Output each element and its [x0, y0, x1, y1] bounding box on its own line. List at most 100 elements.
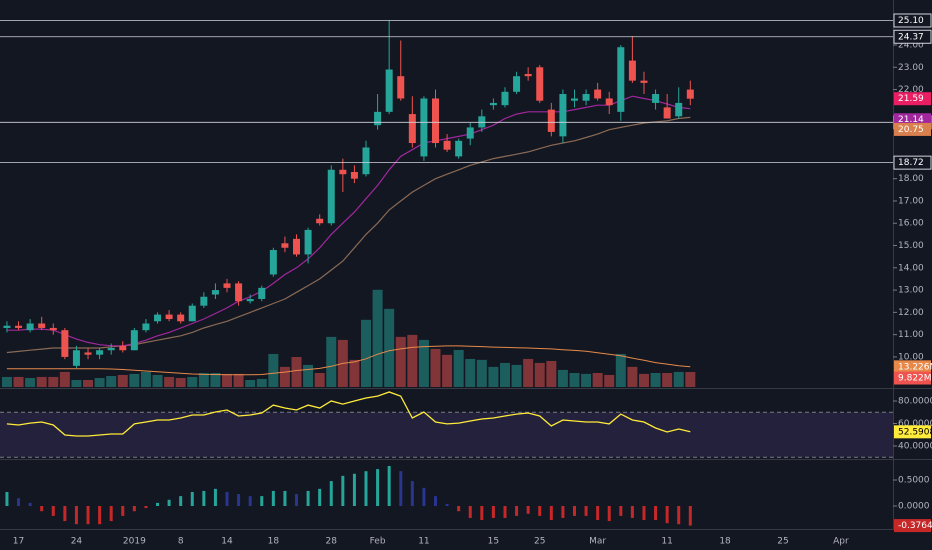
candle-body [258, 287, 266, 299]
hist-bar [51, 506, 55, 516]
hist-bar [642, 506, 646, 521]
hist-bar [387, 465, 391, 507]
y-tick-label: 23.00 [898, 63, 924, 73]
candle-body [316, 218, 324, 224]
volume-bar [627, 366, 638, 387]
slow-ma-label: 20.75 [898, 125, 924, 135]
hist-bar [596, 506, 600, 521]
candle-body [559, 94, 567, 137]
hist-bar [179, 496, 183, 507]
candle-body [61, 330, 69, 357]
y-tick-label: 13.00 [898, 286, 924, 296]
x-tick-label: 18 [719, 537, 731, 547]
candle-body [617, 47, 625, 112]
candle-body [663, 107, 671, 119]
volume-bar [615, 353, 626, 387]
volume-bar [604, 374, 615, 387]
candle-body [455, 140, 463, 157]
candle-body [165, 314, 173, 320]
candle-body [327, 169, 335, 224]
rsi-line [6, 391, 691, 437]
level-label-bg [893, 155, 932, 170]
candle-body [640, 80, 648, 83]
hist-bar [503, 506, 507, 518]
volume-bar [117, 374, 128, 387]
y-tick-label: 15.00 [898, 241, 924, 251]
volume-bar [534, 362, 545, 387]
hist-bar [654, 506, 658, 521]
candle-body [570, 98, 578, 101]
candle-body [420, 98, 428, 157]
candle-body [397, 76, 405, 99]
candle-body [200, 296, 208, 306]
hist-bar [480, 506, 484, 521]
candle-body [350, 172, 358, 179]
rsi-tick-label: 80.0000 [898, 397, 932, 407]
hist-bar [318, 488, 322, 507]
hist-bar [63, 506, 67, 522]
level-label: 24.37 [898, 32, 924, 42]
volume-ma-label: 13.226M [898, 362, 932, 372]
hist-bar [515, 506, 519, 516]
y-tick-label: 18.00 [898, 174, 924, 184]
volume-bar [140, 371, 151, 387]
candle-body [385, 69, 393, 112]
hist-bar [352, 473, 356, 507]
candle-body [686, 89, 694, 99]
y-tick-label: 12.00 [898, 308, 924, 318]
x-tick-label: 24 [71, 537, 83, 547]
hist-bar [538, 506, 542, 516]
hist-bar [190, 491, 194, 507]
hist-bar [306, 490, 310, 507]
volume-bar [685, 372, 696, 387]
candle-body [339, 169, 347, 175]
hist-label-bg [894, 519, 931, 533]
hist-bar [237, 494, 241, 507]
candle-body [142, 323, 150, 331]
volume-bar [13, 376, 24, 387]
rsi-label-bg [894, 425, 931, 439]
volume-bar [557, 369, 568, 387]
volume-bar [164, 376, 175, 387]
y-tick-label: 14.00 [898, 263, 924, 273]
rsi-band [0, 412, 893, 458]
hist-bar [364, 471, 368, 507]
volume-bar [569, 372, 580, 387]
candle-body [15, 325, 23, 328]
volume-bar [256, 378, 267, 387]
candle-body [246, 298, 254, 302]
candle-body [547, 109, 555, 132]
x-tick-label: 14 [221, 537, 233, 547]
hist-bar [17, 498, 21, 507]
candle-body [466, 127, 474, 139]
volume-label-bg [894, 371, 931, 385]
candle-body [177, 314, 185, 322]
hist-bar [74, 506, 78, 525]
hist-bar [271, 490, 275, 507]
candle-body [594, 89, 602, 99]
candle-body [652, 94, 660, 103]
hist-bar [202, 490, 206, 507]
hist-bar [526, 506, 530, 514]
hist-bar [677, 506, 681, 525]
level-label: 18.72 [898, 158, 924, 168]
hist-bar [248, 496, 252, 507]
volume-bar [581, 373, 592, 387]
hist-bar [491, 506, 495, 518]
x-tick-label: 17 [13, 537, 24, 547]
candle-body [478, 116, 486, 128]
candle-body [49, 327, 57, 331]
candle-body [72, 350, 80, 366]
slow-ma-label-bg [894, 122, 931, 136]
hist-bar [607, 506, 611, 522]
volume-bar [36, 376, 47, 387]
y-tick-label: 22.00 [898, 85, 924, 95]
volume-bar [361, 319, 372, 387]
hist-bar [167, 499, 171, 507]
candle-body [304, 229, 312, 255]
volume-bar [476, 359, 487, 387]
volume-bar [650, 372, 661, 387]
candle-body [489, 102, 497, 106]
